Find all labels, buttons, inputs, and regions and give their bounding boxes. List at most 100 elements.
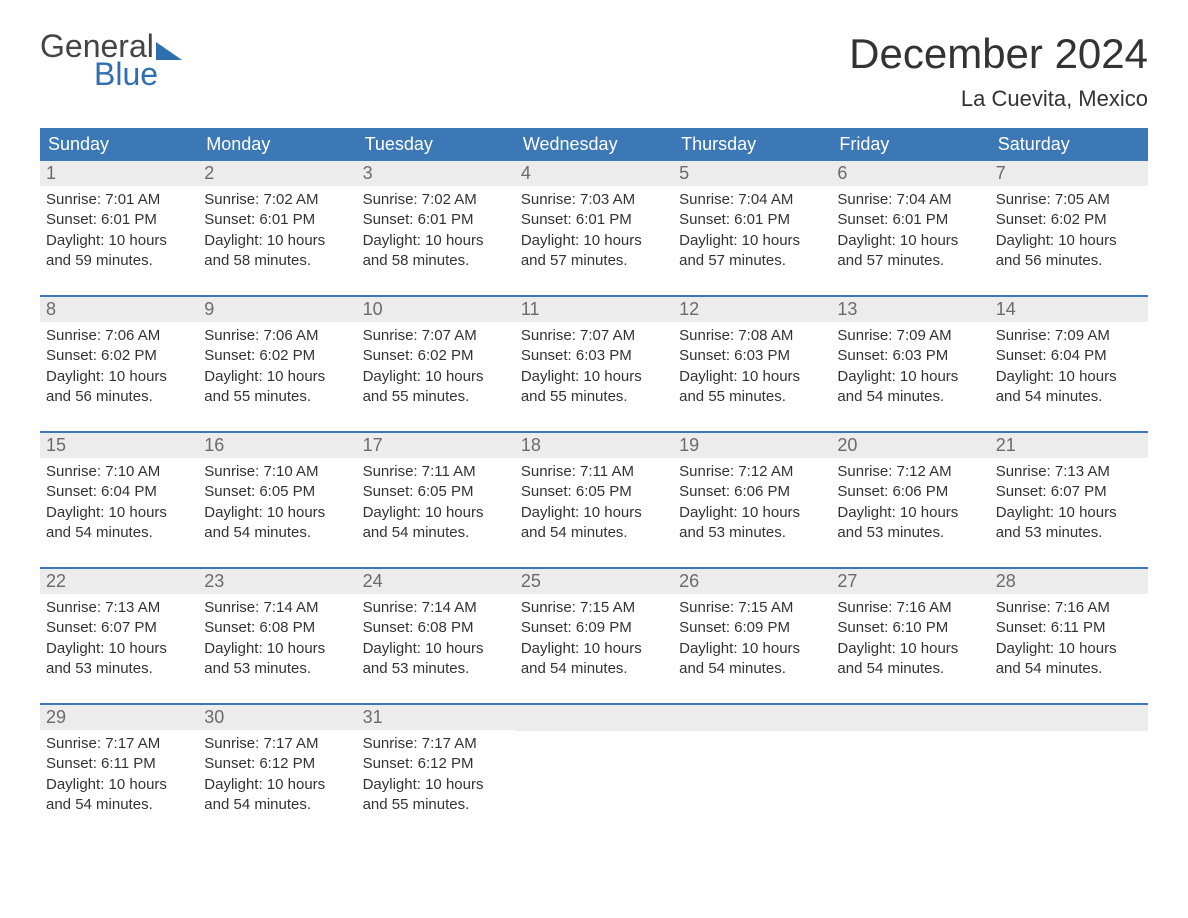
day-content: Sunrise: 7:14 AMSunset: 6:08 PMDaylight:… <box>357 594 515 685</box>
day-dl2: and 54 minutes. <box>521 659 667 679</box>
day-sunset: Sunset: 6:02 PM <box>46 346 192 366</box>
day-cell: 16Sunrise: 7:10 AMSunset: 6:05 PMDayligh… <box>198 433 356 549</box>
day-number: 2 <box>198 161 356 186</box>
day-sunrise: Sunrise: 7:09 AM <box>837 326 983 346</box>
day-dl2: and 55 minutes. <box>521 387 667 407</box>
day-sunset: Sunset: 6:04 PM <box>996 346 1142 366</box>
day-number: 20 <box>831 433 989 458</box>
day-number: 10 <box>357 297 515 322</box>
day-sunset: Sunset: 6:11 PM <box>996 618 1142 638</box>
title-block: December 2024 La Cuevita, Mexico <box>849 30 1148 122</box>
day-dl2: and 54 minutes. <box>46 795 192 815</box>
day-dl2: and 59 minutes. <box>46 251 192 271</box>
day-dl1: Daylight: 10 hours <box>46 367 192 387</box>
day-dl1: Daylight: 10 hours <box>521 639 667 659</box>
day-sunrise: Sunrise: 7:06 AM <box>204 326 350 346</box>
day-dl1: Daylight: 10 hours <box>679 367 825 387</box>
day-cell: 12Sunrise: 7:08 AMSunset: 6:03 PMDayligh… <box>673 297 831 413</box>
day-dl1: Daylight: 10 hours <box>46 775 192 795</box>
day-content: Sunrise: 7:04 AMSunset: 6:01 PMDaylight:… <box>673 186 831 277</box>
day-cell: 4Sunrise: 7:03 AMSunset: 6:01 PMDaylight… <box>515 161 673 277</box>
day-dl2: and 54 minutes. <box>204 523 350 543</box>
day-number <box>673 705 831 731</box>
day-sunset: Sunset: 6:08 PM <box>363 618 509 638</box>
page-header: General Blue December 2024 La Cuevita, M… <box>40 30 1148 122</box>
calendar-week: 29Sunrise: 7:17 AMSunset: 6:11 PMDayligh… <box>40 703 1148 821</box>
day-sunrise: Sunrise: 7:15 AM <box>679 598 825 618</box>
day-dl2: and 53 minutes. <box>679 523 825 543</box>
day-sunset: Sunset: 6:01 PM <box>46 210 192 230</box>
day-dl2: and 54 minutes. <box>996 387 1142 407</box>
day-number: 17 <box>357 433 515 458</box>
day-sunset: Sunset: 6:01 PM <box>204 210 350 230</box>
day-dl1: Daylight: 10 hours <box>363 367 509 387</box>
day-sunset: Sunset: 6:07 PM <box>996 482 1142 502</box>
day-cell: 5Sunrise: 7:04 AMSunset: 6:01 PMDaylight… <box>673 161 831 277</box>
day-content: Sunrise: 7:17 AMSunset: 6:12 PMDaylight:… <box>357 730 515 821</box>
day-sunset: Sunset: 6:01 PM <box>521 210 667 230</box>
day-cell: 30Sunrise: 7:17 AMSunset: 6:12 PMDayligh… <box>198 705 356 821</box>
day-dl1: Daylight: 10 hours <box>204 775 350 795</box>
day-number: 21 <box>990 433 1148 458</box>
day-number: 16 <box>198 433 356 458</box>
logo-text-line2: Blue <box>40 58 182 92</box>
day-dl2: and 58 minutes. <box>363 251 509 271</box>
day-content: Sunrise: 7:07 AMSunset: 6:03 PMDaylight:… <box>515 322 673 413</box>
day-sunrise: Sunrise: 7:13 AM <box>996 462 1142 482</box>
day-dl2: and 54 minutes. <box>837 387 983 407</box>
day-cell: 6Sunrise: 7:04 AMSunset: 6:01 PMDaylight… <box>831 161 989 277</box>
day-content: Sunrise: 7:07 AMSunset: 6:02 PMDaylight:… <box>357 322 515 413</box>
day-header-cell: Friday <box>831 128 989 161</box>
day-cell: 13Sunrise: 7:09 AMSunset: 6:03 PMDayligh… <box>831 297 989 413</box>
day-content: Sunrise: 7:15 AMSunset: 6:09 PMDaylight:… <box>515 594 673 685</box>
day-dl1: Daylight: 10 hours <box>46 639 192 659</box>
day-cell: 17Sunrise: 7:11 AMSunset: 6:05 PMDayligh… <box>357 433 515 549</box>
day-cell <box>990 705 1148 821</box>
day-content: Sunrise: 7:17 AMSunset: 6:12 PMDaylight:… <box>198 730 356 821</box>
day-number: 29 <box>40 705 198 730</box>
day-cell: 3Sunrise: 7:02 AMSunset: 6:01 PMDaylight… <box>357 161 515 277</box>
calendar: SundayMondayTuesdayWednesdayThursdayFrid… <box>40 128 1148 821</box>
day-dl2: and 55 minutes. <box>363 795 509 815</box>
day-sunrise: Sunrise: 7:13 AM <box>46 598 192 618</box>
day-cell: 8Sunrise: 7:06 AMSunset: 6:02 PMDaylight… <box>40 297 198 413</box>
day-number: 7 <box>990 161 1148 186</box>
day-cell: 23Sunrise: 7:14 AMSunset: 6:08 PMDayligh… <box>198 569 356 685</box>
day-content: Sunrise: 7:16 AMSunset: 6:11 PMDaylight:… <box>990 594 1148 685</box>
day-dl2: and 54 minutes. <box>837 659 983 679</box>
day-dl1: Daylight: 10 hours <box>837 367 983 387</box>
day-sunrise: Sunrise: 7:03 AM <box>521 190 667 210</box>
day-cell: 10Sunrise: 7:07 AMSunset: 6:02 PMDayligh… <box>357 297 515 413</box>
day-number: 6 <box>831 161 989 186</box>
day-cell: 20Sunrise: 7:12 AMSunset: 6:06 PMDayligh… <box>831 433 989 549</box>
day-number: 22 <box>40 569 198 594</box>
day-cell: 27Sunrise: 7:16 AMSunset: 6:10 PMDayligh… <box>831 569 989 685</box>
day-header-cell: Thursday <box>673 128 831 161</box>
day-number: 15 <box>40 433 198 458</box>
day-sunset: Sunset: 6:02 PM <box>204 346 350 366</box>
day-sunset: Sunset: 6:11 PM <box>46 754 192 774</box>
day-dl2: and 54 minutes. <box>679 659 825 679</box>
day-dl2: and 54 minutes. <box>363 523 509 543</box>
day-cell: 31Sunrise: 7:17 AMSunset: 6:12 PMDayligh… <box>357 705 515 821</box>
day-number: 8 <box>40 297 198 322</box>
day-sunrise: Sunrise: 7:04 AM <box>837 190 983 210</box>
day-cell: 22Sunrise: 7:13 AMSunset: 6:07 PMDayligh… <box>40 569 198 685</box>
day-dl2: and 53 minutes. <box>837 523 983 543</box>
day-number: 4 <box>515 161 673 186</box>
day-sunset: Sunset: 6:02 PM <box>363 346 509 366</box>
day-sunset: Sunset: 6:03 PM <box>679 346 825 366</box>
day-content: Sunrise: 7:12 AMSunset: 6:06 PMDaylight:… <box>673 458 831 549</box>
day-cell: 24Sunrise: 7:14 AMSunset: 6:08 PMDayligh… <box>357 569 515 685</box>
day-sunrise: Sunrise: 7:07 AM <box>521 326 667 346</box>
day-dl1: Daylight: 10 hours <box>837 231 983 251</box>
day-sunrise: Sunrise: 7:10 AM <box>204 462 350 482</box>
day-content: Sunrise: 7:05 AMSunset: 6:02 PMDaylight:… <box>990 186 1148 277</box>
day-content: Sunrise: 7:09 AMSunset: 6:04 PMDaylight:… <box>990 322 1148 413</box>
day-content: Sunrise: 7:09 AMSunset: 6:03 PMDaylight:… <box>831 322 989 413</box>
day-content: Sunrise: 7:02 AMSunset: 6:01 PMDaylight:… <box>198 186 356 277</box>
day-cell: 9Sunrise: 7:06 AMSunset: 6:02 PMDaylight… <box>198 297 356 413</box>
day-dl2: and 57 minutes. <box>521 251 667 271</box>
day-number <box>515 705 673 731</box>
day-cell: 26Sunrise: 7:15 AMSunset: 6:09 PMDayligh… <box>673 569 831 685</box>
